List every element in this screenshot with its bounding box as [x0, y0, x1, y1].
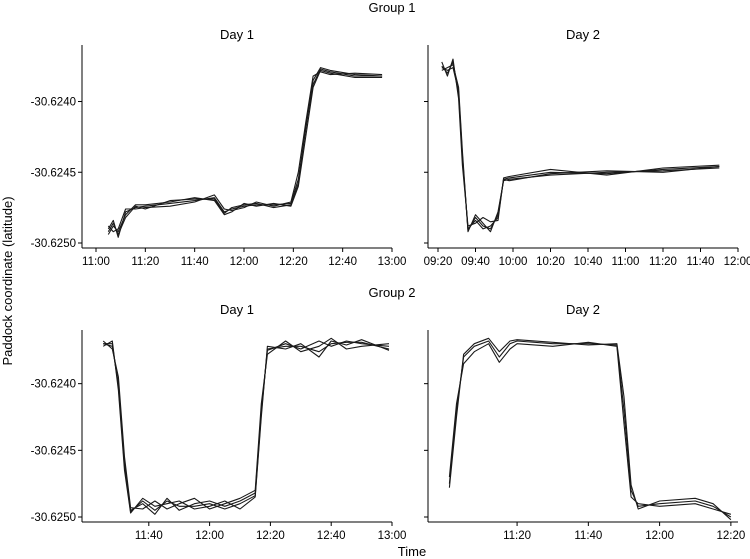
y-axis-label: Paddock coordinate (latitude) [0, 196, 15, 365]
group-2-title: Group 2 [369, 285, 416, 300]
x-tick-label: 11:20 [503, 530, 531, 542]
series-line [107, 67, 383, 238]
x-tick-label: 12:20 [279, 256, 308, 268]
x-tick-label: 11:20 [649, 256, 677, 268]
series-line [448, 340, 732, 518]
x-tick-label: 12:00 [645, 530, 674, 542]
panel-title: Day 1 [220, 27, 254, 42]
panel-title: Day 2 [566, 27, 600, 42]
x-tick-label: 09:40 [461, 256, 490, 268]
panel-group2-day2: Day 2 11:20 11:40 12:00 12:20 [424, 302, 745, 542]
y-tick-label: -30.6250 [31, 238, 76, 250]
series-line [103, 340, 390, 515]
series-line [441, 58, 720, 227]
x-tick-label: 12:00 [724, 256, 750, 268]
y-tick-label: -30.6245 [31, 167, 76, 179]
x-tick-label: 12:00 [230, 256, 259, 268]
y-tick-label: -30.6240 [31, 97, 76, 109]
x-tick-label: 12:20 [256, 530, 285, 542]
x-tick-label: 11:40 [135, 530, 163, 542]
y-tick-label: -30.6245 [31, 445, 76, 457]
panel-group1-day1: Day 1 -30.6240 -30.6245 -30.6250 11:00 11:20 1… [31, 27, 407, 268]
series-line [448, 337, 732, 521]
series-line [103, 341, 390, 513]
x-tick-label: 10:20 [536, 256, 565, 268]
x-tick-label: 12:40 [328, 256, 357, 268]
x-tick-label: 11:00 [82, 256, 110, 268]
series-line [448, 341, 732, 515]
series-line [107, 69, 383, 235]
series-line [102, 339, 390, 514]
panel-group2-day1: Day 1 -30.6240 -30.6245 -30.6250 11:40 12:00 1… [31, 302, 407, 542]
x-tick-label: 13:00 [378, 530, 407, 542]
group-1-title: Group 1 [369, 0, 416, 15]
x-tick-label: 12:20 [716, 530, 745, 542]
panel-title: Day 1 [220, 302, 254, 317]
series-line [441, 61, 720, 230]
x-tick-label: 12:40 [317, 530, 346, 542]
x-tick-label: 11:40 [574, 530, 602, 542]
x-axis-label: Time [398, 544, 426, 559]
x-tick-label: 11:40 [181, 256, 209, 268]
panel-group1-day2: Day 2 09:20 09:40 10:00 10:20 10:40 11:00 11:20… [424, 27, 750, 268]
y-tick-label: -30.6240 [31, 379, 76, 391]
x-tick-label: 11:20 [131, 256, 159, 268]
series-line [102, 337, 390, 510]
x-tick-label: 10:40 [574, 256, 603, 268]
x-tick-label: 11:40 [687, 256, 715, 268]
y-tick-label: -30.6250 [31, 512, 76, 524]
x-tick-label: 09:20 [424, 256, 453, 268]
panel-title: Day 2 [566, 302, 600, 317]
x-tick-label: 10:00 [499, 256, 528, 268]
series-line [107, 68, 383, 236]
series-line [441, 64, 720, 233]
series-line [441, 67, 720, 231]
x-tick-label: 12:00 [195, 530, 224, 542]
x-tick-label: 13:00 [378, 256, 407, 268]
series-line [107, 71, 383, 233]
x-tick-label: 11:00 [612, 256, 640, 268]
